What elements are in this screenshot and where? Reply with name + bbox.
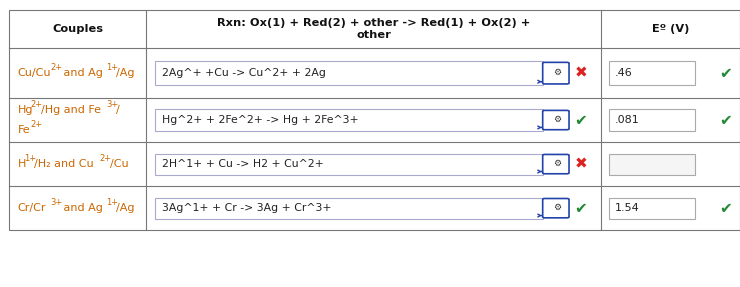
- Text: 1+: 1+: [107, 63, 118, 72]
- FancyBboxPatch shape: [542, 110, 569, 130]
- Text: 1+: 1+: [107, 198, 118, 207]
- Text: H: H: [18, 159, 26, 169]
- Text: /H₂ and Cu: /H₂ and Cu: [34, 159, 93, 169]
- Text: Cr/Cr: Cr/Cr: [18, 203, 46, 213]
- Text: and Ag: and Ag: [61, 203, 103, 213]
- Text: ✔: ✔: [719, 66, 732, 81]
- Text: ⚙: ⚙: [554, 68, 562, 77]
- Text: 2Ag^+ +Cu -> Cu^2+ + 2Ag: 2Ag^+ +Cu -> Cu^2+ + 2Ag: [162, 68, 326, 78]
- Bar: [155, 61, 542, 85]
- Bar: [608, 109, 695, 131]
- Text: Eº (V): Eº (V): [652, 24, 690, 34]
- Text: .081: .081: [614, 115, 639, 125]
- Text: .46: .46: [614, 68, 632, 78]
- Bar: [155, 109, 542, 131]
- Text: 2+: 2+: [100, 154, 112, 163]
- Bar: [608, 61, 695, 85]
- Text: /Ag: /Ag: [116, 203, 135, 213]
- Text: 1.54: 1.54: [614, 203, 639, 213]
- FancyBboxPatch shape: [542, 154, 569, 174]
- Text: 3+: 3+: [50, 198, 63, 207]
- Text: ✖: ✖: [574, 157, 587, 172]
- Text: ⚙: ⚙: [554, 203, 562, 212]
- Text: 3+: 3+: [107, 100, 118, 109]
- Text: 1+: 1+: [24, 154, 36, 163]
- Text: Fe: Fe: [18, 125, 30, 135]
- Text: ✔: ✔: [719, 201, 732, 216]
- Text: and Ag: and Ag: [61, 68, 103, 78]
- Text: ✔: ✔: [574, 201, 587, 216]
- Text: ✖: ✖: [574, 66, 587, 81]
- Text: Cu/Cu: Cu/Cu: [18, 68, 51, 78]
- Text: ⚙: ⚙: [554, 115, 562, 124]
- Bar: [608, 154, 695, 175]
- Text: ✔: ✔: [719, 113, 732, 127]
- Text: /Hg and Fe: /Hg and Fe: [41, 105, 101, 115]
- Bar: [9, 10, 740, 230]
- Bar: [608, 197, 695, 219]
- Text: 2+: 2+: [30, 100, 43, 109]
- Text: ⚙: ⚙: [554, 159, 562, 168]
- Text: /Ag: /Ag: [116, 68, 135, 78]
- Bar: [155, 154, 542, 175]
- Text: 2+: 2+: [30, 120, 43, 129]
- FancyBboxPatch shape: [542, 62, 569, 84]
- Text: Hg: Hg: [18, 105, 33, 115]
- Text: Hg^2+ + 2Fe^2+ -> Hg + 2Fe^3+: Hg^2+ + 2Fe^2+ -> Hg + 2Fe^3+: [162, 115, 359, 125]
- Text: 2H^1+ + Cu -> H2 + Cu^2+: 2H^1+ + Cu -> H2 + Cu^2+: [162, 159, 324, 169]
- Text: Rxn: Ox(1) + Red(2) + other -> Red(1) + Ox(2) +
other: Rxn: Ox(1) + Red(2) + other -> Red(1) + …: [217, 18, 531, 40]
- Text: /: /: [116, 105, 120, 115]
- FancyBboxPatch shape: [542, 199, 569, 218]
- Text: Couples: Couples: [52, 24, 103, 34]
- Text: /Cu: /Cu: [110, 159, 128, 169]
- Text: ✔: ✔: [574, 113, 587, 127]
- Text: 2+: 2+: [50, 63, 63, 72]
- Bar: [155, 197, 542, 219]
- Text: 3Ag^1+ + Cr -> 3Ag + Cr^3+: 3Ag^1+ + Cr -> 3Ag + Cr^3+: [162, 203, 332, 213]
